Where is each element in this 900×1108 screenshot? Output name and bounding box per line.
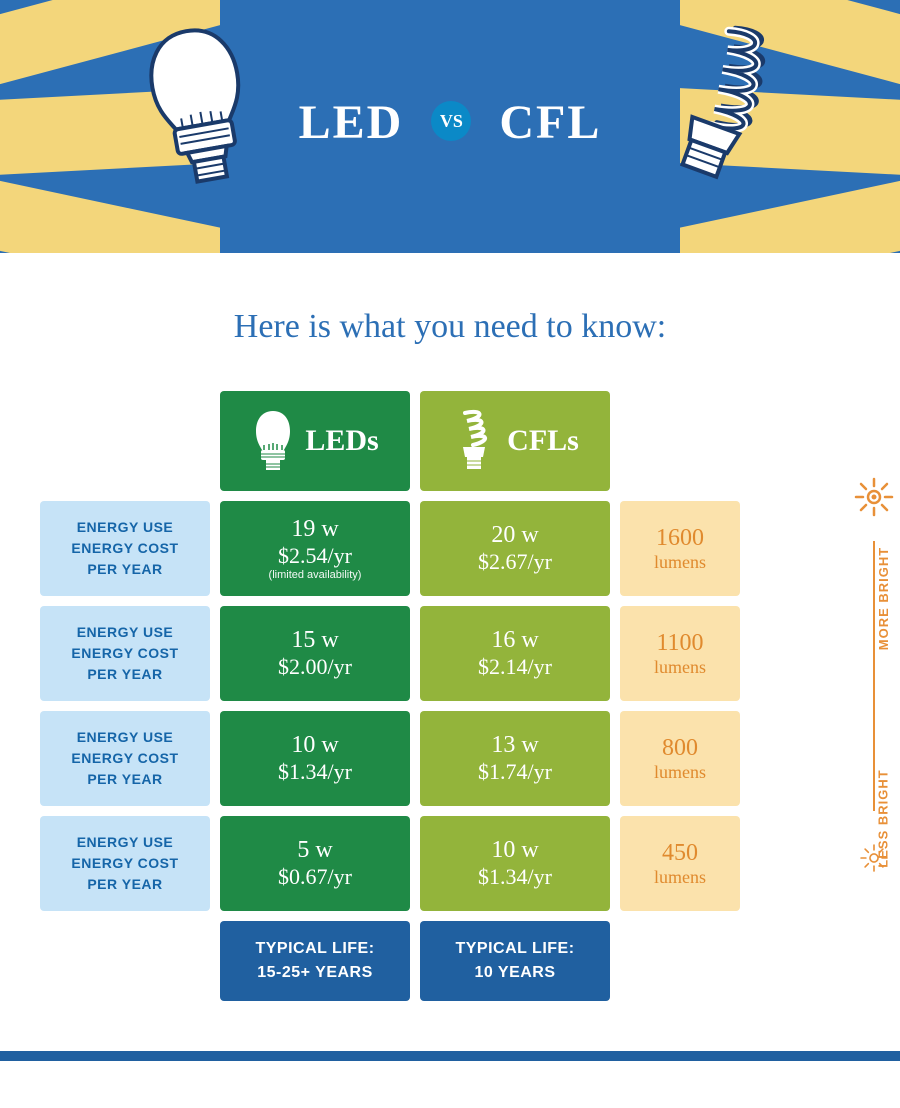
table-row: ENERGY USE ENERGY COST PER YEAR 15 w $2.… <box>40 606 860 701</box>
cell-lumens: 1100 lumens <box>620 606 740 701</box>
row-label: ENERGY USE ENERGY COST PER YEAR <box>40 501 210 596</box>
scale-line <box>873 541 875 811</box>
scale-more-label: MORE BRIGHT <box>876 547 891 650</box>
row-label: ENERGY USE ENERGY COST PER YEAR <box>40 711 210 806</box>
table-row: ENERGY USE ENERGY COST PER YEAR 19 w $2.… <box>40 501 860 596</box>
row-label: ENERGY USE ENERGY COST PER YEAR <box>40 606 210 701</box>
cell-led: 19 w $2.54/yr (limited availability) <box>220 501 410 596</box>
subtitle: Here is what you need to know: <box>0 308 900 346</box>
cell-cfl: 16 w $2.14/yr <box>420 606 610 701</box>
cell-lumens: 450 lumens <box>620 816 740 911</box>
header-cfl: CFLs <box>420 391 610 491</box>
footer-bar <box>0 1051 900 1061</box>
cell-cfl: 20 w $2.67/yr <box>420 501 610 596</box>
header-led-label: LEDs <box>305 424 378 458</box>
hero-title-led: LED <box>299 96 404 149</box>
header-cfl-label: CFLs <box>507 424 579 458</box>
sun-bright-icon <box>853 476 895 518</box>
header-spacer <box>40 391 210 491</box>
comparison-table: LEDs CFLs ENERGY USE ENERGY COST PER YEA… <box>40 391 860 1001</box>
hero-title: LED VS CFL <box>0 95 900 150</box>
cell-cfl: 13 w $1.74/yr <box>420 711 610 806</box>
table-header-row: LEDs CFLs <box>40 391 860 491</box>
cell-lumens: 800 lumens <box>620 711 740 806</box>
life-led: TYPICAL LIFE: 15-25+ YEARS <box>220 921 410 1001</box>
hero-banner: LED VS CFL <box>0 0 900 253</box>
life-cfl: TYPICAL LIFE: 10 YEARS <box>420 921 610 1001</box>
cell-led: 15 w $2.00/yr <box>220 606 410 701</box>
led-bulb-icon <box>251 409 295 473</box>
brightness-scale: MORE BRIGHT LESS BRIGHT <box>845 391 900 961</box>
header-spacer <box>620 391 740 491</box>
table-row: ENERGY USE ENERGY COST PER YEAR 10 w $1.… <box>40 711 860 806</box>
life-spacer <box>620 921 740 1001</box>
hero-title-cfl: CFL <box>499 96 601 149</box>
header-led: LEDs <box>220 391 410 491</box>
cfl-bulb-icon <box>451 409 497 473</box>
sun-dim-icon <box>857 841 891 875</box>
cell-cfl: 10 w $1.34/yr <box>420 816 610 911</box>
life-spacer <box>40 921 210 1001</box>
row-label: ENERGY USE ENERGY COST PER YEAR <box>40 816 210 911</box>
table-row: ENERGY USE ENERGY COST PER YEAR 5 w $0.6… <box>40 816 860 911</box>
cell-lumens: 1600 lumens <box>620 501 740 596</box>
typical-life-row: TYPICAL LIFE: 15-25+ YEARS TYPICAL LIFE:… <box>40 921 860 1001</box>
vs-badge: VS <box>431 101 471 141</box>
cell-led: 5 w $0.67/yr <box>220 816 410 911</box>
cell-led: 10 w $1.34/yr <box>220 711 410 806</box>
